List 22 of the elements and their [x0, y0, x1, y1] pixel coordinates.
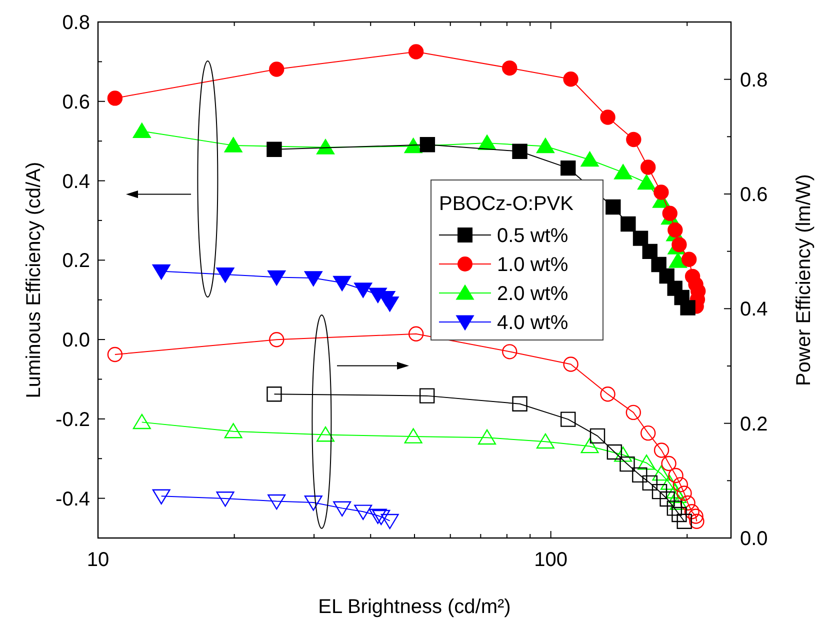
y-tick-label: 0.2: [62, 250, 90, 272]
legend-label: 2.0 wt%: [497, 283, 568, 305]
legend-title: PBOCz-O:PVK: [439, 193, 574, 215]
y-tick-label: -0.2: [56, 408, 90, 431]
y-tick-label: 0.6: [62, 91, 90, 114]
y2-tick-label: 0.8: [740, 69, 768, 92]
x-axis-title: EL Brightness (cd/m²): [318, 596, 511, 618]
y2-tick-label: 0.4: [740, 298, 768, 321]
y-axis-title: Luminous Efficiency (cd/A): [23, 162, 45, 398]
y-tick-label: 0.0: [62, 330, 90, 352]
y2-tick-label: 0.6: [740, 184, 768, 206]
y2-tick-label: 0.0: [740, 528, 768, 550]
y2-tick-label: 0.2: [740, 413, 768, 436]
legend-label: 4.0 wt%: [497, 312, 568, 334]
y-tick-label: 0.4: [62, 170, 90, 193]
x-tick-label: 10: [86, 549, 110, 571]
y2-axis-title: Power Efficiency (lm/W): [793, 174, 815, 386]
x-tick-label: 100: [534, 549, 568, 571]
y-tick-label: 0.8: [62, 12, 90, 34]
legend-label: 0.5 wt%: [497, 225, 568, 247]
y-tick-label: -0.4: [56, 488, 90, 510]
legend-label: 1.0 wt%: [497, 254, 568, 276]
